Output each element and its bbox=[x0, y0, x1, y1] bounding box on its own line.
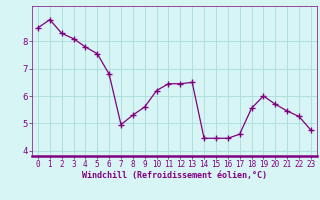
X-axis label: Windchill (Refroidissement éolien,°C): Windchill (Refroidissement éolien,°C) bbox=[82, 171, 267, 180]
